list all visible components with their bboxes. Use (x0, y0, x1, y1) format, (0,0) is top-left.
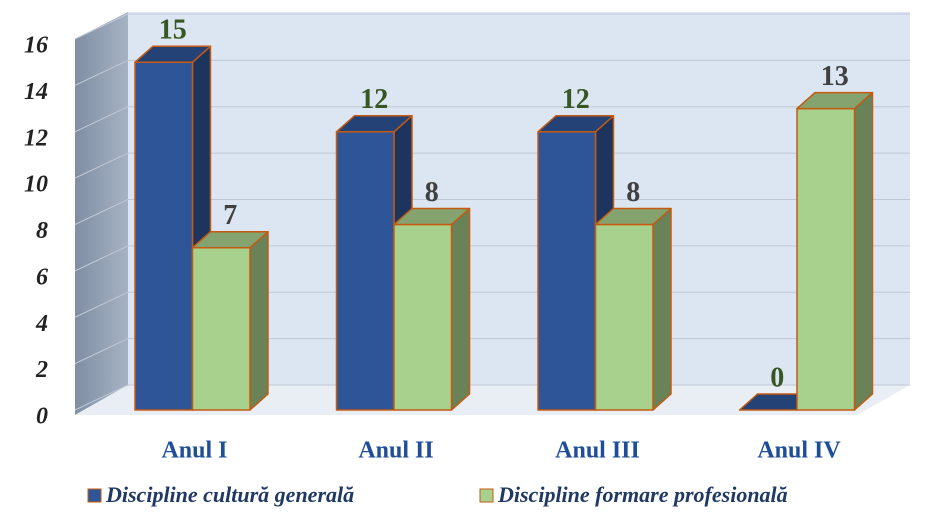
wall-grid-line (74, 384, 129, 411)
bar-side (450, 207, 471, 411)
y-tick-label: 16 (24, 33, 48, 59)
value-label: 8 (626, 177, 640, 208)
bar (191, 246, 251, 411)
y-tick-label: 6 (36, 264, 48, 290)
value-label: 7 (223, 200, 237, 231)
wall-grid-line (74, 245, 129, 272)
bar-top (594, 207, 672, 226)
bar-side (652, 207, 672, 411)
wall-grid-line (74, 291, 129, 318)
bar (796, 107, 856, 411)
legend-swatch (479, 488, 494, 503)
wall-grid-line (74, 338, 129, 365)
value-label: 13 (821, 61, 849, 92)
wall-grid-line (74, 199, 129, 225)
y-tick-label: 10 (24, 172, 48, 198)
value-label: 0 (770, 362, 784, 393)
bar-top (537, 115, 615, 133)
bar (335, 131, 395, 411)
bar-side (853, 91, 874, 411)
bar (134, 61, 194, 411)
wall-grid-line (74, 13, 129, 40)
x-tick-label: Anul I (161, 438, 227, 464)
bar (594, 223, 654, 411)
legend-swatch (87, 488, 102, 503)
legend-label: Discipline cultură generală (105, 482, 354, 507)
bar-top (796, 91, 874, 110)
y-tick-label: 14 (24, 79, 48, 105)
value-label: 15 (159, 15, 187, 46)
x-tick-label: Anul IV (757, 438, 841, 464)
y-tick-label: 12 (24, 125, 48, 151)
bar-top (335, 115, 413, 133)
legend-label: Discipline formare profesională (497, 482, 788, 507)
value-label: 12 (360, 84, 388, 115)
wall-grid-line (74, 106, 129, 133)
bar-top (134, 45, 212, 63)
x-tick-label: Anul II (358, 438, 433, 464)
wall-grid-line (74, 59, 129, 86)
y-tick-label: 0 (36, 404, 48, 430)
x-tick-label: Anul III (555, 438, 640, 464)
y-tick-label: 2 (35, 357, 48, 383)
wall-grid-line (74, 152, 129, 179)
bar-top (393, 207, 471, 226)
value-label: 8 (425, 177, 439, 208)
bar (537, 131, 597, 411)
y-tick-label: 4 (35, 311, 48, 337)
y-tick-label: 8 (36, 218, 48, 244)
floor (75, 385, 910, 415)
bar-side (249, 230, 269, 411)
value-label: 12 (562, 84, 590, 115)
bar (393, 223, 453, 411)
bar-top (191, 230, 269, 249)
